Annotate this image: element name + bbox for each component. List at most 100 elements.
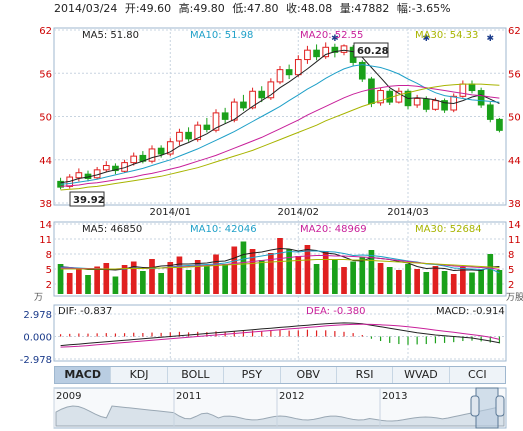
candle-body [486,104,494,120]
price-ma20-label: MA20: 52.55 [300,30,363,41]
navigator-handle-right[interactable] [495,395,505,417]
candle-body [322,46,330,58]
price-ma5-label: MA5: 51.80 [82,30,139,41]
tab-obv[interactable]: OBV [281,367,337,383]
volume-bar [231,246,238,294]
volume-bar [396,270,402,294]
candle-body [130,155,138,164]
candle-body [395,90,403,103]
tab-wvad[interactable]: WVAD [393,367,450,383]
volume-bar [268,253,274,294]
volume-bar [414,269,420,294]
volume-bar [167,262,174,294]
tab-macd[interactable]: MACD [55,367,112,383]
volume-bar [450,274,457,294]
volume-bar [332,259,338,294]
event-marker-icon[interactable]: ✱ [331,34,339,44]
candle-body [249,90,256,109]
tab-cci[interactable]: CCI [468,368,487,381]
candle-body [413,97,421,106]
vol-unit-sub-label: 万股 [506,292,523,303]
navigator-year-label: 2011 [176,391,201,402]
volume-bar [112,276,119,294]
price-y-tick: 38 [508,199,521,210]
volume-y-tick: 5 [508,265,514,276]
macd-line [60,322,500,347]
candle-body [176,131,183,142]
quote-date: 2014/03/24 [54,2,118,15]
volume-y-tick: 5 [46,265,52,276]
candle-body [304,49,311,61]
candle-body [203,124,211,130]
price-y-tick: 62 [39,26,52,37]
volume-y-tick: 14 [508,220,521,231]
navigator-years: 2009 2011 2012 2013 [53,388,407,428]
macd-dif-label: DIF: -0.837 [58,306,112,317]
price-ma-line [60,85,500,187]
candle-body [358,61,366,80]
volume-bar [130,261,137,294]
macd-value-label: MACD: -0.914 [436,306,505,317]
price-y-tick: 56 [508,69,521,80]
macd-y-tick: 0.000 [23,333,52,344]
candle-body [432,100,439,110]
price-y-tick: 62 [508,26,521,37]
candle-body [340,45,348,53]
vol-unit-label: 万 [34,293,43,303]
volume-ma-line [60,259,500,270]
volume-bar [185,270,192,294]
tab-kdj[interactable]: KDJ [111,367,168,383]
candle-body [276,69,284,83]
volume-bar [57,264,64,294]
navigator-history-line [55,405,505,427]
price-ma-line [60,49,500,184]
candle-body [240,101,247,109]
volume-bar [496,270,503,294]
candle-body [422,98,430,110]
volume-bar [149,259,155,294]
volume-bar [377,263,384,294]
volume-bar [213,254,219,294]
quote-open: 开:49.60 [124,2,172,15]
volume-bar [76,269,82,294]
volume-bars [57,238,503,294]
candle-body [194,124,202,141]
high-callout-text: 60.28 [357,46,389,57]
navigator-year-label: 2009 [56,391,81,402]
navigator-handle-left[interactable] [470,395,480,417]
candle-body [313,49,320,58]
volume-bar [423,272,430,294]
candle-body [258,90,266,99]
tab-boll[interactable]: BOLL [168,367,225,383]
low-callout: 39.92 [69,191,105,207]
macd-y-axis: 2.978 0.000 -2.978 [20,310,52,366]
price-y-tick: 50 [39,113,52,124]
macd-lines [60,322,500,348]
price-y-tick: 56 [39,69,52,80]
volume-bar [176,256,183,294]
price-y-tick: 38 [39,199,52,210]
volume-bar [304,245,311,294]
vol-ma10-label: MA10: 42046 [190,224,257,235]
macd-y-tick: 2.978 [23,310,52,321]
candle-body [331,46,339,53]
quote-change: 幅:-3.65% [396,2,451,15]
price-candles: ✱ ✱ ✱ [57,34,503,190]
volume-y-tick: 2 [46,280,52,291]
vol-ma20-label: MA20: 48969 [300,224,367,235]
candle-body [166,141,174,155]
event-marker-icon[interactable]: ✱ [423,34,431,44]
volume-bar [478,269,484,294]
candle-body [212,112,220,131]
volume-y-tick: 14 [39,220,52,231]
low-callout-text: 39.92 [73,195,105,206]
volume-bar [368,250,375,294]
event-marker-icon[interactable]: ✱ [487,34,495,44]
tab-rsi[interactable]: RSI [337,367,394,383]
candle-body [157,147,165,155]
volume-bar [487,254,494,294]
candle-body [477,90,485,106]
tab-psy[interactable]: PSY [224,367,281,383]
